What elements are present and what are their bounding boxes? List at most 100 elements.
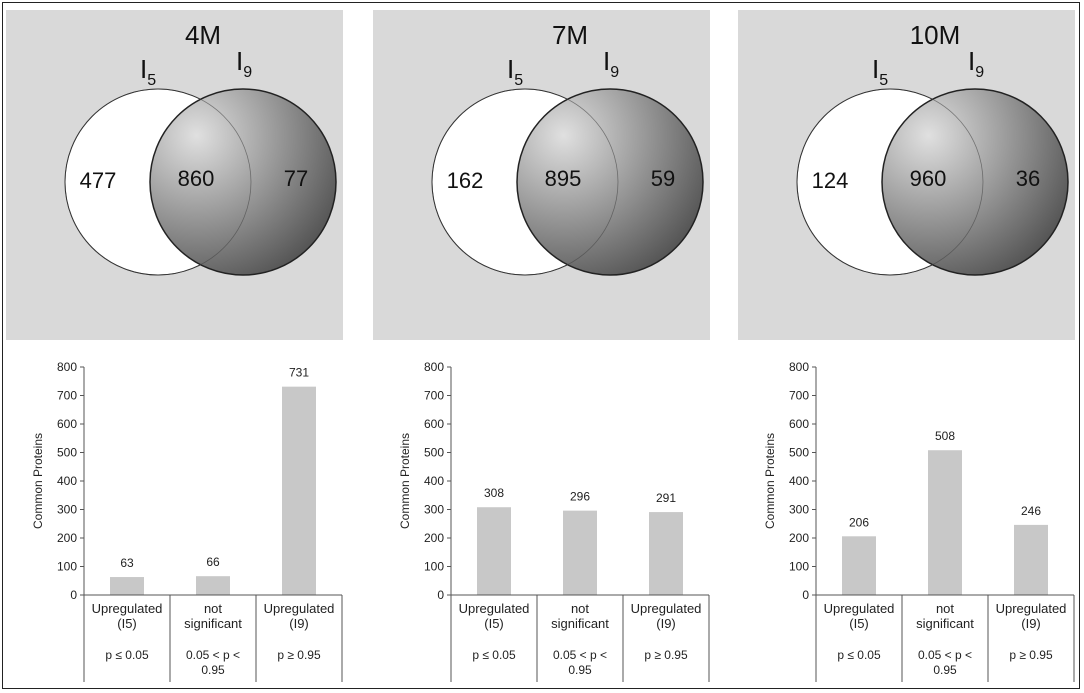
x-category-label-line2: (I5) [117,616,137,631]
bar-data-label: 66 [206,555,220,569]
bar [928,450,962,595]
y-tick-label: 200 [789,531,809,545]
i5-only-count: 124 [812,168,849,193]
i9-only-count: 36 [1016,166,1040,191]
bar-data-label: 291 [656,491,676,505]
bar-data-label: 508 [935,429,955,443]
y-tick-label: 300 [789,503,809,517]
venn-panel-7m: 7M I5 I9 162 895 59 [373,10,710,340]
i5-circle-outline [431,88,619,276]
y-tick-label: 500 [424,446,444,460]
x-category-label-line2: (I5) [484,616,504,631]
y-tick-label: 400 [424,474,444,488]
y-tick-label: 0 [437,588,444,602]
p-value-label: p ≥ 0.95 [644,648,688,662]
x-category-label: not [936,601,954,616]
bar-data-label: 246 [1021,504,1041,518]
overlap-count: 860 [178,166,215,191]
y-tick-label: 700 [789,389,809,403]
i9-circle [516,88,704,276]
bar [110,577,144,595]
bar [477,507,511,595]
bar [282,386,316,595]
y-tick-label: 800 [57,360,77,374]
venn-panel-4m: 4M I5 I9 477 860 77 [6,10,343,340]
y-tick-label: 100 [789,560,809,574]
i9-label: I9 [603,46,619,81]
x-category-label: Upregulated [92,601,163,616]
x-category-label: Upregulated [631,601,702,616]
venn-title: 4M [185,20,221,50]
p-value-label: 0.05 < p < [553,648,607,662]
bar [842,536,876,595]
y-tick-label: 100 [57,560,77,574]
overlap-count: 895 [545,166,582,191]
y-tick-label: 300 [57,503,77,517]
i5-only-count: 162 [447,168,484,193]
venn-diagram-10m: 10M I5 I9 124 960 36 [796,20,1069,276]
bar [649,512,683,595]
x-category-label: not [571,601,589,616]
p-value-label: p ≤ 0.05 [105,648,149,662]
y-tick-label: 200 [57,531,77,545]
i9-only-count: 59 [651,166,675,191]
y-tick-label: 400 [789,474,809,488]
x-category-label-line2: significant [184,616,242,631]
y-axis-title: Common Proteins [398,433,412,529]
bar [1014,524,1048,595]
x-category-label: Upregulated [824,601,895,616]
y-axis-title: Common Proteins [31,433,45,529]
bar-chart-7m-container: 0 100 200 300 400 500 600 700 800 Common Proteins… [373,350,723,685]
y-tick-label: 800 [789,360,809,374]
x-category-label: Upregulated [996,601,1067,616]
bar-data-label: 296 [570,490,590,504]
x-category-label: Upregulated [459,601,530,616]
bar-chart-4m: 0 100 200 300 400 500 600 700 800 Common Proteins… [31,360,343,682]
venn-title: 7M [552,20,588,50]
p-value-label: p ≥ 0.95 [277,648,321,662]
y-tick-label: 200 [424,531,444,545]
y-tick-label: 700 [57,389,77,403]
bar-data-label: 308 [484,486,504,500]
y-tick-label: 0 [802,588,809,602]
x-category-label-line2: significant [916,616,974,631]
i5-label: I5 [872,54,888,89]
i9-only-count: 77 [284,166,308,191]
i9-circle [881,88,1069,276]
bar [563,510,597,595]
x-category-label-line2: (I9) [656,616,676,631]
p-value-label-line2: 0.95 [933,663,957,677]
overlap-count: 960 [910,166,947,191]
venn-panel-10m: 10M I5 I9 124 960 36 [738,10,1075,340]
i5-label: I5 [140,54,156,89]
i5-label: I5 [507,54,523,89]
y-tick-label: 800 [424,360,444,374]
x-category-label-line2: (I9) [289,616,309,631]
p-value-label: p ≤ 0.05 [837,648,881,662]
x-category-label-line2: (I5) [849,616,869,631]
p-value-label: p ≤ 0.05 [472,648,516,662]
y-tick-label: 400 [57,474,77,488]
y-tick-label: 0 [70,588,77,602]
y-tick-label: 600 [424,417,444,431]
i5-circle-outline [796,88,984,276]
y-tick-label: 500 [789,446,809,460]
x-category-label-line2: (I9) [1021,616,1041,631]
y-axis-title: Common Proteins [763,433,777,529]
p-value-label-line2: 0.95 [568,663,592,677]
bar-chart-10m: 0 100 200 300 400 500 600 700 800 Common Proteins… [763,360,1075,682]
y-tick-label: 600 [57,417,77,431]
bar-data-label: 206 [849,515,869,529]
y-tick-label: 700 [424,389,444,403]
i9-label: I9 [968,46,984,81]
venn-diagram-7m: 7M I5 I9 162 895 59 [431,20,704,276]
p-value-label: p ≥ 0.95 [1009,648,1053,662]
y-tick-label: 100 [424,560,444,574]
p-value-label: 0.05 < p < [186,648,240,662]
bar-data-label: 731 [289,366,309,380]
i5-only-count: 477 [80,168,117,193]
bar-data-label: 63 [120,556,134,570]
x-category-label: Upregulated [264,601,335,616]
i9-circle [149,88,337,276]
